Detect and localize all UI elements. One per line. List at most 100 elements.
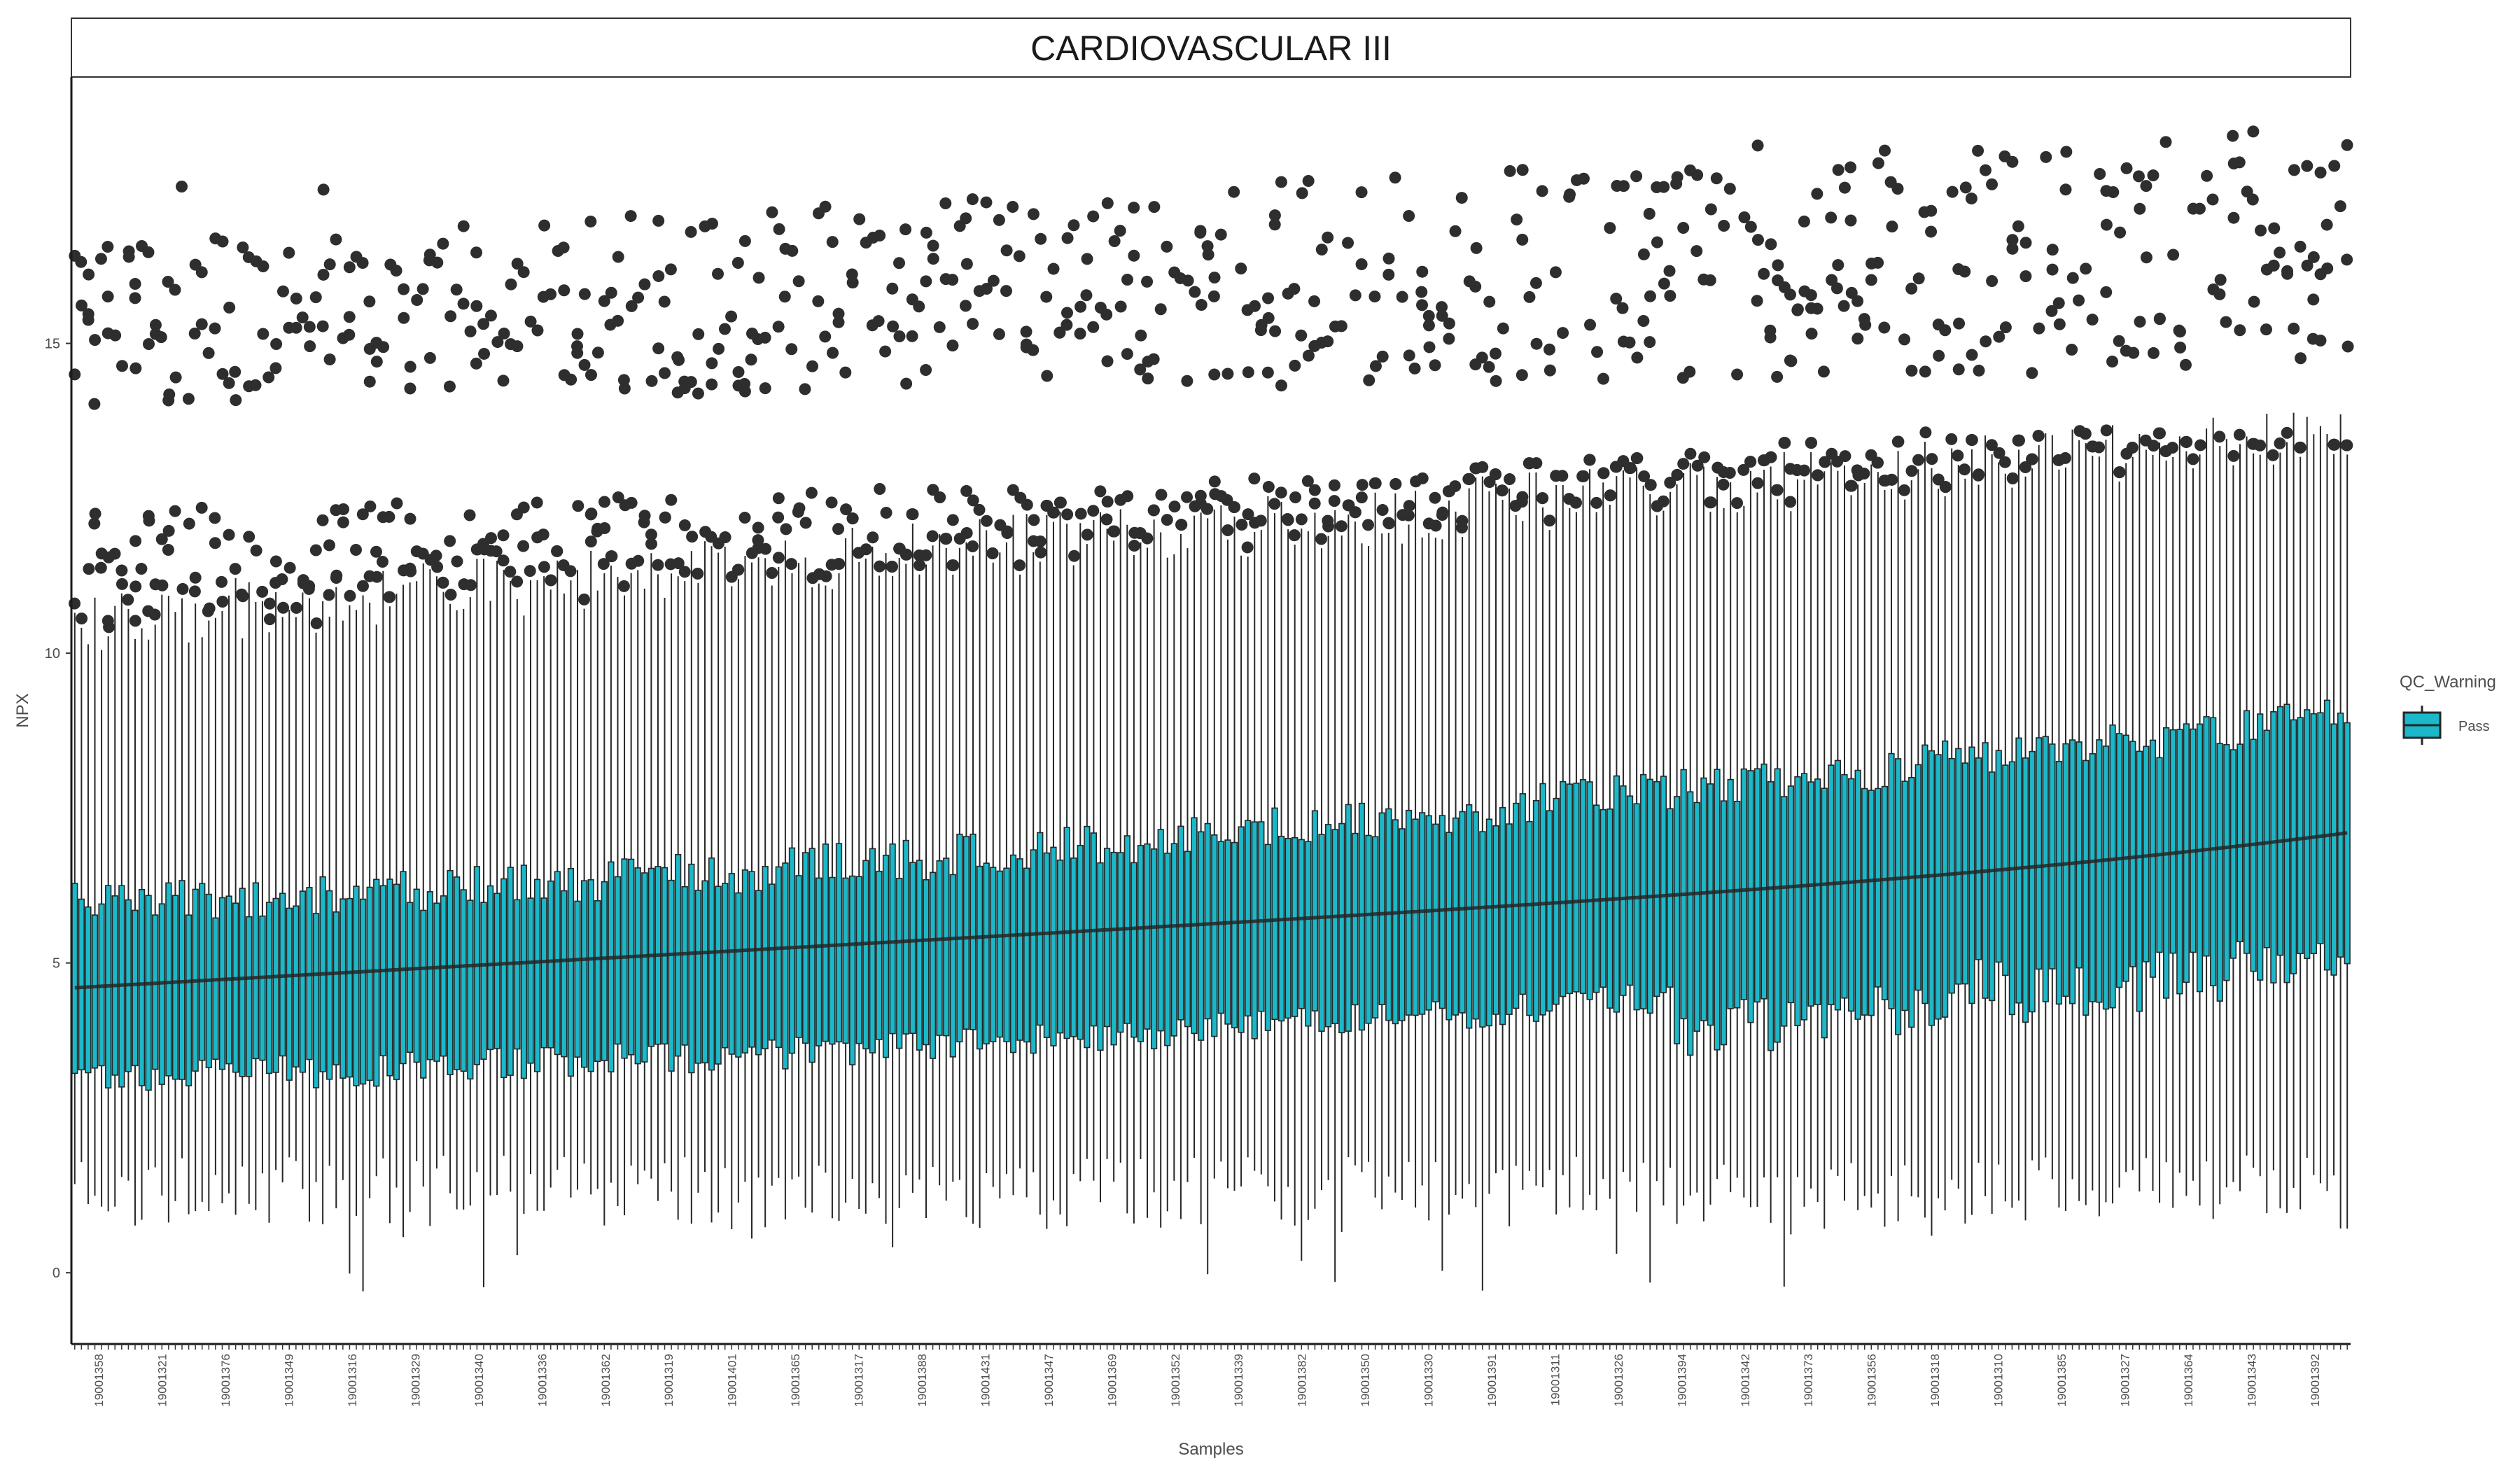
outlier-point [1355, 491, 1368, 504]
outlier-point [304, 340, 316, 353]
box [2129, 741, 2136, 967]
outlier-point [1368, 290, 1381, 303]
outlier-point [1154, 303, 1167, 316]
outlier-point [1583, 454, 1596, 466]
outlier-point [1429, 359, 1441, 372]
outlier-point [229, 365, 241, 378]
outlier-point [2012, 434, 2025, 447]
box [386, 878, 393, 1077]
outlier-point [1182, 274, 1194, 287]
outlier-point [1349, 289, 1362, 302]
outlier-point [390, 265, 402, 277]
outlier-point [94, 561, 107, 574]
outlier-point [973, 503, 986, 516]
outlier-point [1919, 365, 1931, 378]
outlier-point [1631, 452, 1644, 465]
outlier-point [538, 219, 551, 232]
outlier-point [1000, 244, 1013, 257]
outlier-point [598, 522, 611, 534]
outlier-point [1047, 506, 1060, 519]
outlier-point [1879, 144, 1891, 157]
outlier-point [323, 589, 335, 601]
box [1278, 835, 1285, 1022]
outlier-point [1744, 220, 1757, 233]
outlier-point [1536, 185, 1548, 197]
outlier-point [75, 299, 88, 312]
outlier-point [1248, 300, 1261, 312]
outlier-point [606, 550, 618, 563]
outlier-point [2227, 449, 2240, 462]
outlier-point [1751, 295, 1763, 307]
outlier-point [1832, 259, 1844, 272]
box [762, 866, 769, 1049]
box [460, 889, 467, 1072]
outlier-point [2012, 220, 2024, 232]
outlier-point [706, 378, 718, 391]
outlier-point [1925, 204, 1938, 217]
outlier-point [686, 531, 699, 543]
outlier-point [832, 307, 845, 320]
outlier-point [887, 320, 899, 332]
outlier-point [1891, 183, 1904, 195]
outlier-point [2106, 356, 2119, 368]
outlier-point [2026, 367, 2038, 379]
outlier-point [344, 589, 356, 602]
outlier-point [2194, 439, 2206, 451]
box [2216, 743, 2223, 1002]
outlier-point [1254, 514, 1267, 527]
outlier-point [497, 554, 510, 567]
outlier-point [1965, 192, 1977, 205]
outlier-point [2294, 240, 2306, 253]
outlier-point [1027, 208, 1040, 220]
outlier-point [2179, 358, 2192, 371]
outlier-point [2174, 326, 2186, 338]
box [1324, 824, 1332, 1028]
box [2317, 712, 2324, 944]
outlier-point [2019, 237, 2032, 249]
outlier-point [545, 288, 557, 300]
outlier-point [2274, 246, 2286, 259]
box [882, 855, 890, 1058]
box [1446, 832, 1452, 1021]
outlier-point [1677, 458, 1690, 470]
x-tick-label: 19001321 [156, 1354, 169, 1407]
outlier-point [349, 543, 362, 556]
outlier-point [1751, 139, 1764, 152]
outlier-point [155, 331, 167, 344]
box [1781, 796, 1788, 1027]
outlier-point [465, 579, 477, 592]
outlier-point [920, 364, 932, 377]
outlier-point [1986, 178, 1998, 190]
outlier-point [162, 543, 174, 556]
box [1532, 799, 1540, 1022]
outlier-point [993, 214, 1005, 226]
outlier-point [1584, 318, 1597, 331]
outlier-point [1175, 519, 1188, 531]
box [1258, 821, 1265, 1012]
outlier-point [672, 557, 685, 570]
outlier-point [2079, 428, 2092, 440]
outlier-point [793, 502, 806, 514]
outlier-point [1128, 540, 1140, 552]
outlier-point [216, 235, 229, 248]
outlier-point [638, 278, 651, 290]
outlier-point [1985, 439, 1998, 451]
box [366, 886, 373, 1082]
outlier-point [169, 284, 181, 296]
outlier-point [1497, 322, 1509, 335]
outlier-point [296, 312, 309, 324]
box [1734, 801, 1741, 1009]
outlier-point [738, 512, 751, 524]
outlier-point [517, 501, 530, 514]
outlier-point [1068, 219, 1080, 232]
box [346, 897, 354, 1078]
outlier-point [1597, 372, 1609, 385]
x-tick-label: 19001356 [1865, 1354, 1879, 1407]
box [286, 907, 293, 1081]
outlier-point [899, 548, 912, 561]
outlier-point [967, 494, 979, 507]
outlier-point [605, 286, 617, 299]
outlier-point [1872, 256, 1884, 269]
box [1177, 825, 1184, 1021]
outlier-point [257, 328, 270, 340]
